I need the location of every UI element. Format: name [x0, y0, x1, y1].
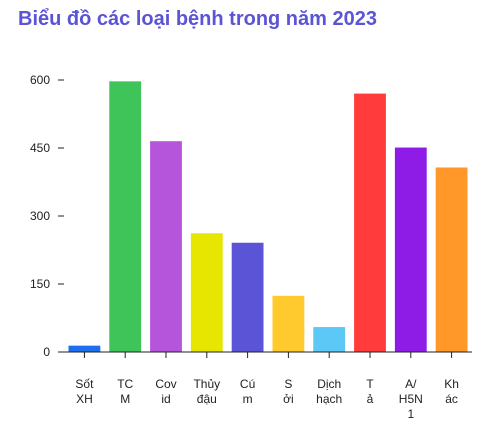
y-tick-label: 600: [30, 73, 50, 87]
x-tick-label-line: Sốt: [75, 377, 94, 391]
x-tick-label: Cov id: [155, 377, 176, 406]
x-tick-label-line: Cov: [155, 377, 176, 391]
y-tick-label: 150: [30, 277, 50, 291]
x-axis: Sốt XH TC M Cov id Thủy đậu Cú m S ởi Dịch hạch T ả A/H5…: [64, 351, 472, 421]
x-tick-label-line: Dịch: [317, 377, 341, 391]
bar: [231, 242, 264, 352]
x-tick-label-line: Kh: [444, 377, 459, 391]
x-tick-label-line: ác: [445, 392, 458, 406]
x-tick-label: Sốt XH: [75, 377, 94, 406]
bar: [109, 81, 142, 353]
bar: [354, 93, 386, 352]
x-tick-label-line: T: [366, 377, 374, 391]
bar: [190, 233, 223, 352]
chart-title: Biểu đồ các loại bệnh trong năm 2023: [18, 8, 377, 30]
x-tick-label-line: H5N: [399, 392, 423, 406]
x-tick-label: A/H5N 1: [399, 377, 423, 421]
x-tick-label-line: Cú: [240, 377, 255, 391]
x-tick-label-line: XH: [76, 392, 93, 406]
x-tick-label-line: hạch: [316, 392, 342, 406]
x-tick-label-line: A/: [405, 377, 417, 391]
bar: [150, 141, 182, 352]
bar: [68, 345, 101, 352]
x-tick-label-line: id: [161, 392, 170, 406]
x-tick-label-line: Thủy: [193, 377, 220, 391]
x-tick-label-line: 1: [407, 407, 414, 421]
bar: [394, 147, 427, 352]
x-tick-label-line: ả: [367, 392, 374, 406]
y-tick-label: 300: [30, 209, 50, 223]
x-tick-label-line: S: [284, 377, 292, 391]
bar: [313, 327, 346, 352]
x-tick-label: Cú m: [240, 377, 255, 406]
bars: [68, 81, 468, 353]
bar: [435, 167, 468, 352]
x-tick-label-line: m: [243, 392, 253, 406]
x-tick-label-line: TC: [117, 377, 133, 391]
y-tick-label: 0: [43, 345, 50, 359]
x-tick-label-line: đậu: [197, 392, 217, 406]
x-tick-label: Kh ác: [444, 377, 459, 406]
bar: [272, 295, 305, 352]
x-tick-label-line: M: [120, 392, 130, 406]
x-tick-label: Thủy đậu: [193, 377, 220, 406]
x-tick-label: TC M: [117, 377, 133, 406]
x-tick-label: Dịch hạch: [316, 377, 342, 406]
y-axis: 0 150 300 450 600: [30, 73, 64, 359]
x-tick-label-line: ởi: [283, 392, 294, 406]
y-tick-label: 450: [30, 141, 50, 155]
